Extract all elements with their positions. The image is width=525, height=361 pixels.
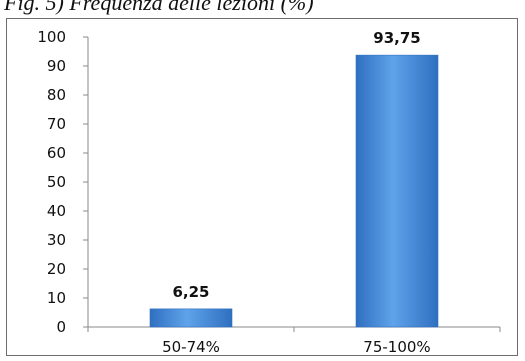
chart-caption: Fig. 5) Frequenza delle lezioni (%) — [4, 0, 314, 15]
x-category-label: 75-100% — [363, 338, 430, 356]
y-tick-label: 50 — [47, 173, 66, 191]
y-tick-label: 40 — [47, 202, 66, 220]
y-tick-label: 30 — [47, 231, 66, 249]
y-tick-label: 60 — [47, 144, 66, 162]
y-tick-label: 0 — [56, 318, 66, 336]
bar-75-100% — [355, 54, 439, 328]
data-label-75-100%: 93,75 — [373, 29, 420, 47]
y-tick-label: 80 — [47, 86, 66, 104]
y-tick-label: 100 — [37, 28, 66, 46]
y-tick-label: 10 — [47, 289, 66, 307]
y-tick-label: 70 — [47, 115, 66, 133]
bars — [149, 54, 439, 328]
labels: 6,25 50-74% 93,75 75-100% — [162, 29, 431, 356]
axes: 0 10 20 30 40 50 60 70 80 90 100 — [37, 28, 501, 336]
bar-50-74% — [149, 308, 233, 328]
x-category-label: 50-74% — [162, 338, 220, 356]
y-tick-label: 90 — [47, 57, 66, 75]
y-tick-label: 20 — [47, 260, 66, 278]
data-label-50-74%: 6,25 — [172, 283, 209, 301]
